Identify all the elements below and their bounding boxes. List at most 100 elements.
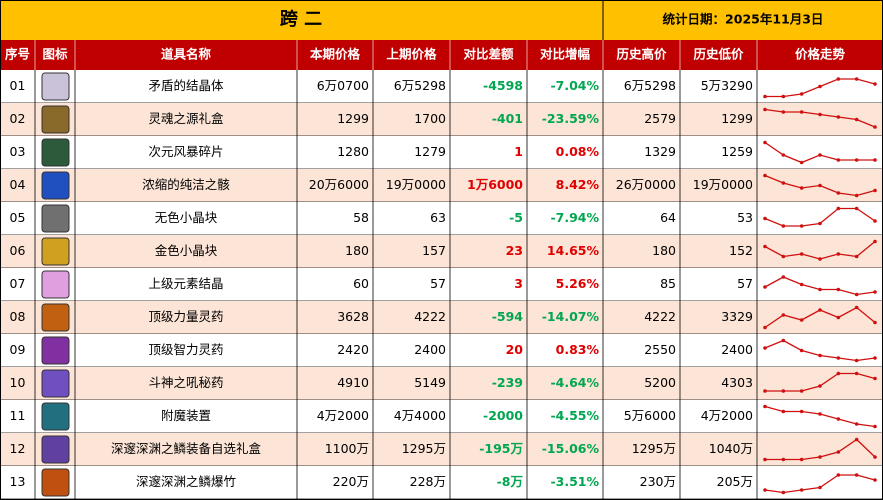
item-name: 无色小晶块: [155, 210, 218, 225]
item-icon: [41, 171, 70, 200]
row-number: 06: [10, 243, 26, 258]
price-cell: 2420: [337, 342, 369, 357]
row-number: 02: [10, 111, 26, 126]
trend-point: [873, 219, 877, 223]
trend-point: [854, 371, 859, 376]
price-cell: 4万2000: [317, 408, 369, 423]
row-number: 09: [10, 342, 26, 357]
price-cell: -7.94%: [550, 210, 599, 225]
row-number: 13: [10, 474, 26, 489]
row-bg: [0, 70, 883, 103]
item-name: 顶级智力灵药: [148, 342, 223, 357]
trend-point: [836, 417, 841, 421]
column-header: 历史低价: [693, 47, 744, 62]
price-cell: 230万: [640, 474, 676, 489]
price-cell: -7.04%: [550, 78, 599, 93]
trend-point: [763, 107, 767, 112]
trend-point: [781, 224, 786, 228]
trend-point: [781, 490, 786, 495]
trend-point: [781, 153, 786, 157]
trend-point: [799, 186, 804, 190]
price-cell: 1259: [721, 144, 753, 159]
trend-point: [854, 358, 859, 363]
trend-point: [781, 94, 786, 99]
trend-point: [836, 473, 841, 477]
price-cell: -2000: [483, 408, 523, 423]
trend-point: [818, 384, 822, 388]
item-name: 灵魂之源礼盒: [148, 111, 224, 126]
trend-point: [781, 181, 786, 185]
trend-point: [836, 252, 841, 256]
trend-point: [873, 239, 877, 244]
row-number: 12: [10, 441, 26, 456]
trend-point: [781, 275, 786, 279]
price-cell: 0.83%: [556, 342, 600, 357]
row-number: 01: [10, 78, 26, 93]
trend-point: [799, 224, 804, 228]
price-cell: -195万: [479, 441, 523, 456]
price-cell: 152: [729, 243, 753, 258]
trend-point: [763, 404, 767, 409]
row-bg: [0, 235, 883, 268]
item-icon: [41, 336, 70, 365]
row-number: 04: [10, 177, 26, 192]
trend-point: [763, 488, 767, 492]
trend-point: [763, 173, 767, 178]
price-cell: 157: [422, 243, 446, 258]
trend-point: [799, 488, 804, 492]
price-cell: 6万5298: [624, 78, 676, 93]
stat-date: 统计日期：2025年11月3日: [663, 12, 824, 27]
price-cell: 63: [430, 210, 446, 225]
column-header: 对比差额: [463, 47, 514, 62]
price-cell: 4303: [721, 375, 753, 390]
price-cell: 19万0000: [693, 177, 753, 192]
price-cell: 180: [345, 243, 369, 258]
price-cell: 4万4000: [394, 408, 446, 423]
price-cell: 85: [660, 276, 676, 291]
trend-point: [818, 412, 822, 416]
column-header: 历史高价: [616, 47, 667, 62]
row-number: 10: [10, 375, 26, 390]
trend-point: [818, 221, 822, 226]
price-cell: 2400: [414, 342, 446, 357]
row-bg: [0, 169, 883, 202]
trend-point: [781, 389, 786, 393]
price-cell: 5万6000: [624, 408, 676, 423]
trend-point: [873, 158, 877, 162]
trend-point: [873, 455, 877, 459]
price-cell: -15.06%: [542, 441, 600, 456]
trend-point: [854, 437, 859, 442]
price-cell: -4598: [483, 78, 523, 93]
item-icon: [41, 270, 70, 299]
trend-point: [836, 450, 841, 454]
trend-point: [836, 191, 841, 195]
price-cell: 2400: [721, 342, 753, 357]
price-cell: 4222: [414, 309, 446, 324]
trend-point: [799, 110, 804, 114]
item-name: 斗神之吼秘药: [148, 375, 223, 390]
item-icon: [41, 237, 70, 266]
row-number: 11: [10, 408, 26, 423]
trend-point: [873, 188, 877, 193]
item-icon: [41, 369, 70, 398]
trend-point: [836, 206, 841, 211]
row-number: 03: [10, 144, 26, 159]
trend-point: [836, 77, 841, 81]
price-cell: 180: [652, 243, 676, 258]
trend-point: [818, 84, 822, 89]
trend-point: [781, 313, 786, 317]
price-cell: 1299: [337, 111, 369, 126]
column-header: 本期价格: [310, 47, 361, 62]
trend-point: [854, 77, 859, 81]
trend-point: [818, 455, 822, 459]
trend-point: [836, 287, 841, 292]
trend-point: [854, 422, 859, 426]
price-cell: 2550: [644, 342, 676, 357]
price-cell: 26万0000: [616, 177, 676, 192]
item-name: 顶级力量灵药: [148, 309, 223, 324]
price-cell: -14.07%: [542, 309, 600, 324]
trend-point: [781, 457, 786, 462]
trend-point: [763, 140, 767, 145]
row-bg: [0, 202, 883, 235]
trend-point: [818, 287, 822, 292]
